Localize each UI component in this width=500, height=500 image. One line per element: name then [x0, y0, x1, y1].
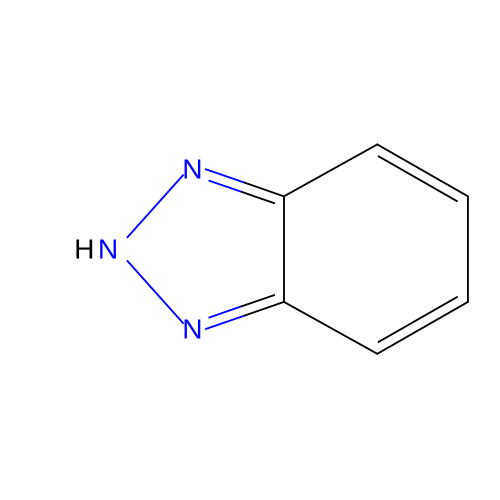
bond	[127, 175, 183, 237]
bond	[377, 144, 468, 196]
bond	[242, 295, 274, 306]
bond	[284, 302, 377, 354]
atom-label: N	[182, 314, 202, 345]
bond	[127, 261, 183, 323]
molecule-diagram: HNNN	[0, 0, 500, 500]
bond	[209, 306, 241, 317]
bond	[284, 144, 377, 196]
bond	[379, 297, 457, 342]
atom-label: H	[74, 234, 94, 265]
bond	[379, 156, 457, 201]
bond	[242, 192, 274, 203]
atom-label: N	[182, 154, 202, 185]
bond	[377, 302, 468, 354]
bond	[209, 181, 241, 192]
atom-label: N	[98, 234, 118, 265]
